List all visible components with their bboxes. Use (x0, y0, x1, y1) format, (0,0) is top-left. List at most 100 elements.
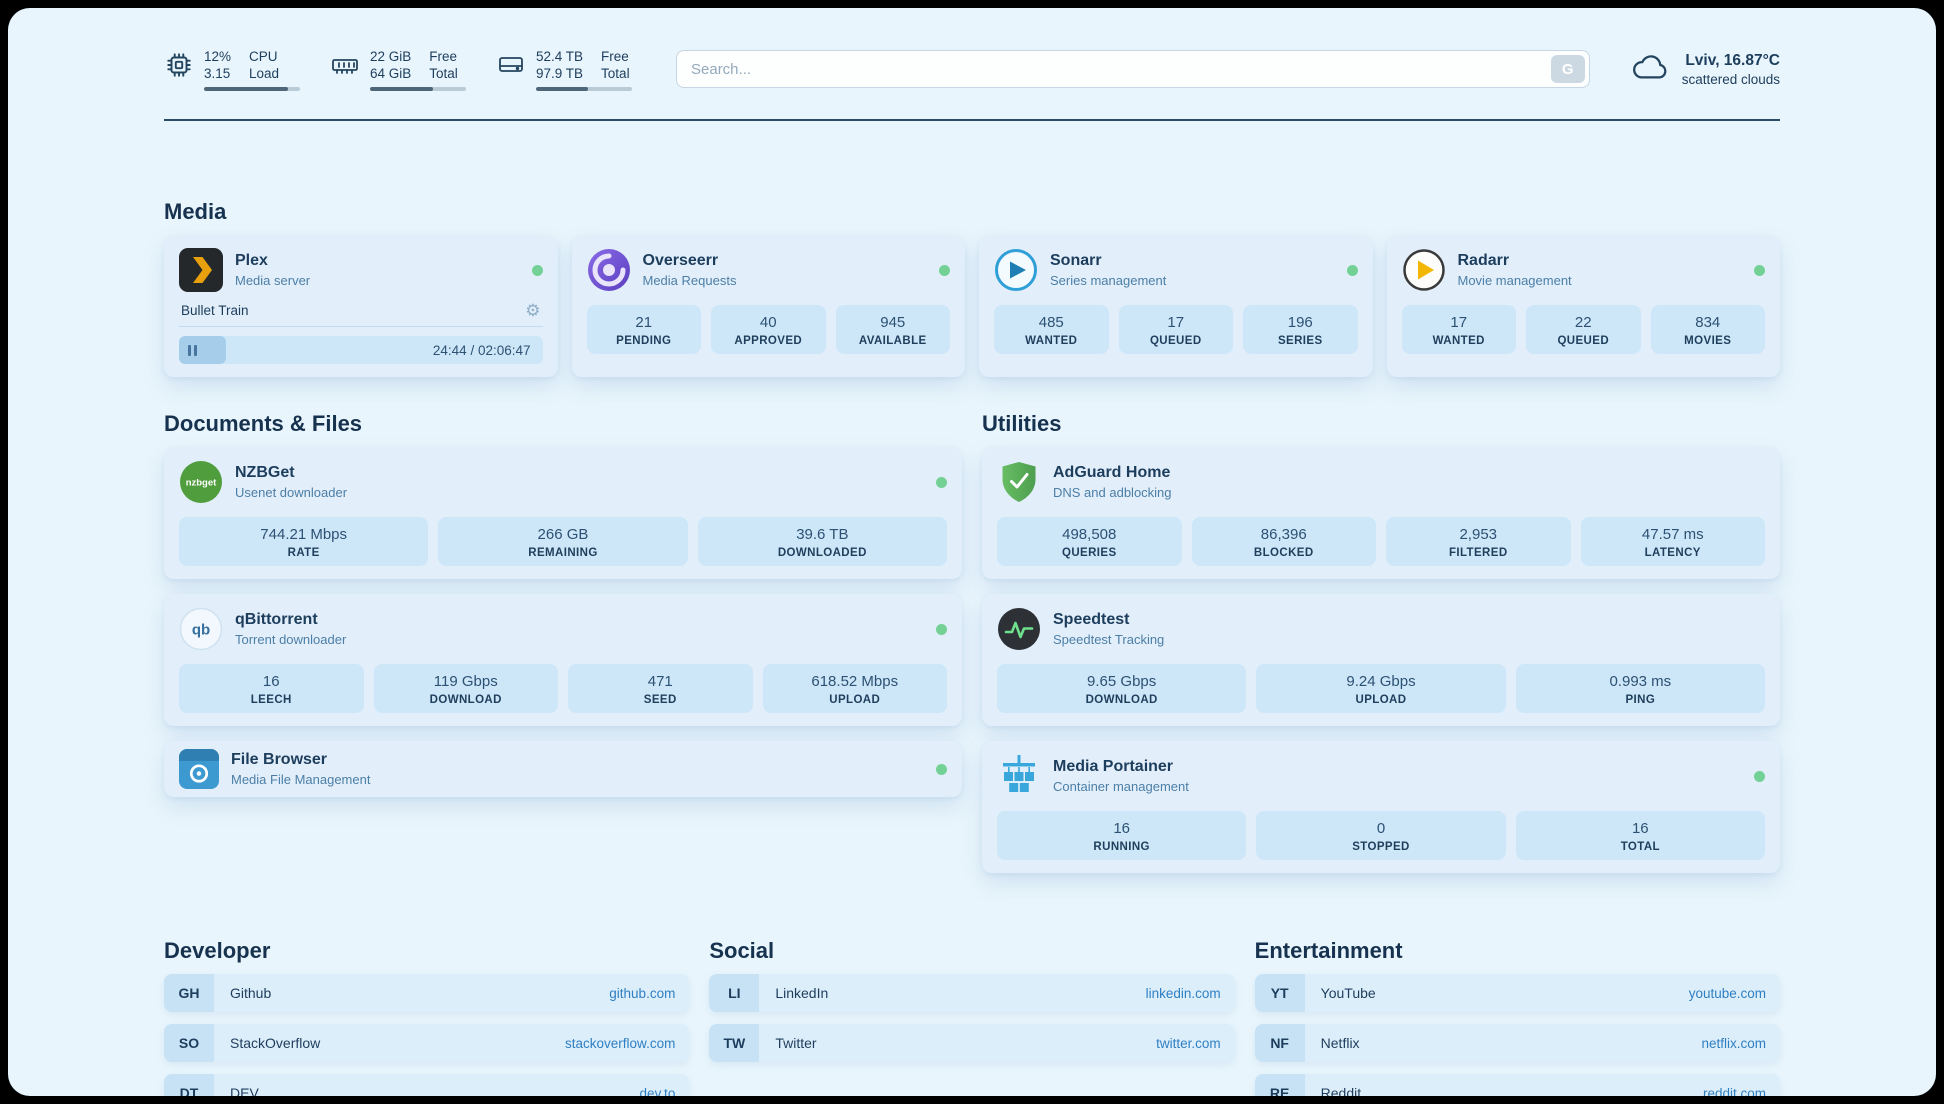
stat-filtered: 2,953 FILTERED (1386, 517, 1571, 566)
bookmark-url[interactable]: reddit.com (1702, 1085, 1766, 1097)
stat-approved: 40 APPROVED (711, 305, 826, 354)
weather-condition: scattered clouds (1681, 71, 1780, 87)
bookmark-url[interactable]: dev.to (639, 1085, 676, 1097)
app-subtitle: Media server (235, 273, 311, 288)
bookmark-name: Netflix (1320, 1035, 1360, 1051)
entertainment-section: Entertainment YT YouTube youtube.com NF … (1254, 938, 1780, 1097)
pause-icon[interactable] (188, 344, 197, 356)
status-dot (936, 476, 947, 488)
app-card-overseerr[interactable]: Overseerr Media Requests 21 PENDING 40 A… (571, 235, 965, 377)
status-dot (1346, 264, 1358, 276)
app-name: NZBGet (235, 464, 295, 481)
disk-total-label: Total (601, 65, 630, 81)
app-subtitle: Movie management (1457, 273, 1572, 288)
cpu-load-label: Load (249, 65, 280, 81)
player-progress-bar[interactable]: 24:44 / 02:06:47 (179, 336, 543, 364)
bookmark-url[interactable]: netflix.com (1701, 1035, 1766, 1051)
ram-progress-bar (370, 86, 466, 91)
gear-icon[interactable]: ⚙ (525, 301, 541, 320)
bookmark-url[interactable]: github.com (609, 985, 676, 1001)
stat-available: 945 AVAILABLE (835, 305, 950, 354)
bookmark-linkedin[interactable]: LI LinkedIn linkedin.com (709, 974, 1235, 1012)
social-section: Social LI LinkedIn linkedin.com TW Twitt… (709, 938, 1235, 1096)
bookmark-abbr: DT (164, 1074, 214, 1096)
stat-queries: 498,508 QUERIES (997, 517, 1182, 566)
sonarr-icon (994, 248, 1038, 292)
search-bar: G (676, 50, 1590, 88)
app-card-radarr[interactable]: Radarr Movie management 17 WANTED 22 QUE… (1386, 235, 1780, 377)
bookmark-url[interactable]: stackoverflow.com (565, 1035, 676, 1051)
bookmark-abbr: YT (1254, 974, 1305, 1012)
bookmark-stackoverflow[interactable]: SO StackOverflow stackoverflow.com (164, 1024, 690, 1062)
stat-series: 196 SERIES (1243, 305, 1358, 354)
app-subtitle: Media File Management (231, 772, 371, 787)
bookmark-twitter[interactable]: TW Twitter twitter.com (709, 1024, 1235, 1062)
stat-downloaded: 39.6 TB DOWNLOADED (697, 517, 947, 566)
cpu-progress-fill (204, 86, 289, 91)
search-input[interactable] (676, 50, 1590, 88)
stat-seed: 471 SEED (568, 664, 753, 713)
disk-stat: 52.4 TB 97.9 TB Free Total (496, 48, 632, 91)
disk-progress-fill (536, 86, 588, 91)
app-name: File Browser (231, 751, 328, 768)
stat-pending: 21 PENDING (586, 305, 701, 354)
app-card-portainer[interactable]: Media Portainer Container management 16 … (982, 741, 1780, 873)
bookmark-abbr: LI (709, 974, 760, 1012)
status-dot (939, 264, 950, 276)
ram-total-label: Total (429, 65, 458, 81)
stat-movies: 834 MOVIES (1650, 305, 1765, 354)
documents-section: Documents & Files nzbget NZBGet Usenet d (164, 411, 962, 888)
bookmark-youtube[interactable]: YT YouTube youtube.com (1254, 974, 1780, 1012)
portainer-icon (997, 754, 1041, 798)
svg-text:qb: qb (192, 622, 210, 639)
status-dot (936, 623, 947, 635)
section-title-utilities: Utilities (982, 411, 1062, 436)
stat-ping: 0.993 ms PING (1515, 664, 1765, 713)
stat-remaining: 266 GB REMAINING (438, 517, 688, 566)
bookmark-reddit[interactable]: RE Reddit reddit.com (1254, 1074, 1780, 1097)
search-engine-button[interactable]: G (1550, 55, 1585, 83)
app-subtitle: Series management (1050, 273, 1167, 288)
now-playing-title: Bullet Train (181, 303, 249, 318)
topbar-divider (164, 119, 1780, 121)
app-card-plex[interactable]: Plex Media server Bullet Train ⚙ 24:44 (164, 235, 558, 377)
stat-wanted: 17 WANTED (1401, 305, 1516, 354)
playback-time: 24:44 / 02:06:47 (432, 342, 531, 358)
ram-free-value: 22 GiB (370, 48, 412, 64)
bookmark-url[interactable]: twitter.com (1156, 1035, 1221, 1051)
section-title-media: Media (164, 199, 227, 224)
app-subtitle: Usenet downloader (235, 485, 348, 500)
cpu-progress-bar (204, 86, 300, 91)
bookmark-url[interactable]: youtube.com (1688, 985, 1766, 1001)
bookmark-github[interactable]: GH Github github.com (164, 974, 690, 1012)
bookmark-url[interactable]: linkedin.com (1145, 985, 1221, 1001)
speedtest-icon (997, 607, 1041, 651)
app-card-adguard[interactable]: AdGuard Home DNS and adblocking 498,508 … (982, 447, 1780, 579)
stat-running: 16 RUNNING (997, 811, 1247, 860)
app-card-filebrowser[interactable]: File Browser Media File Management (164, 741, 962, 797)
app-card-speedtest[interactable]: Speedtest Speedtest Tracking 9.65 Gbps D… (982, 594, 1780, 726)
app-card-nzbget[interactable]: nzbget NZBGet Usenet downloader 744.21 M… (164, 447, 962, 579)
app-subtitle: Container management (1053, 779, 1189, 794)
status-dot (531, 264, 543, 276)
bookmark-netflix[interactable]: NF Netflix netflix.com (1254, 1024, 1780, 1062)
stat-total: 16 TOTAL (1515, 811, 1765, 860)
app-name: Plex (235, 252, 268, 269)
adguard-icon (997, 460, 1041, 504)
app-card-sonarr[interactable]: Sonarr Series management 485 WANTED 17 Q… (979, 235, 1373, 377)
app-card-qbittorrent[interactable]: qb qBittorrent Torrent downloader 16 LEE… (164, 594, 962, 726)
section-title-developer: Developer (164, 938, 271, 963)
app-subtitle: Media Requests (642, 273, 737, 288)
stat-stopped: 0 STOPPED (1256, 811, 1506, 860)
dashboard-page: 12% 3.15 CPU Load (8, 8, 1936, 1096)
bookmark-name: StackOverflow (230, 1035, 321, 1051)
cpu-load-value: 3.15 (204, 65, 231, 81)
qbittorrent-icon: qb (179, 607, 223, 651)
weather-location: Lviv, 16.87°C (1685, 51, 1780, 69)
cpu-icon (164, 50, 194, 85)
bookmark-dev[interactable]: DT DEV dev.to (164, 1074, 690, 1097)
bookmark-abbr: GH (164, 974, 214, 1012)
weather-widget[interactable]: Lviv, 16.87°C scattered clouds (1630, 51, 1780, 88)
radarr-icon (1402, 248, 1446, 292)
player-progress-fill (179, 336, 227, 364)
